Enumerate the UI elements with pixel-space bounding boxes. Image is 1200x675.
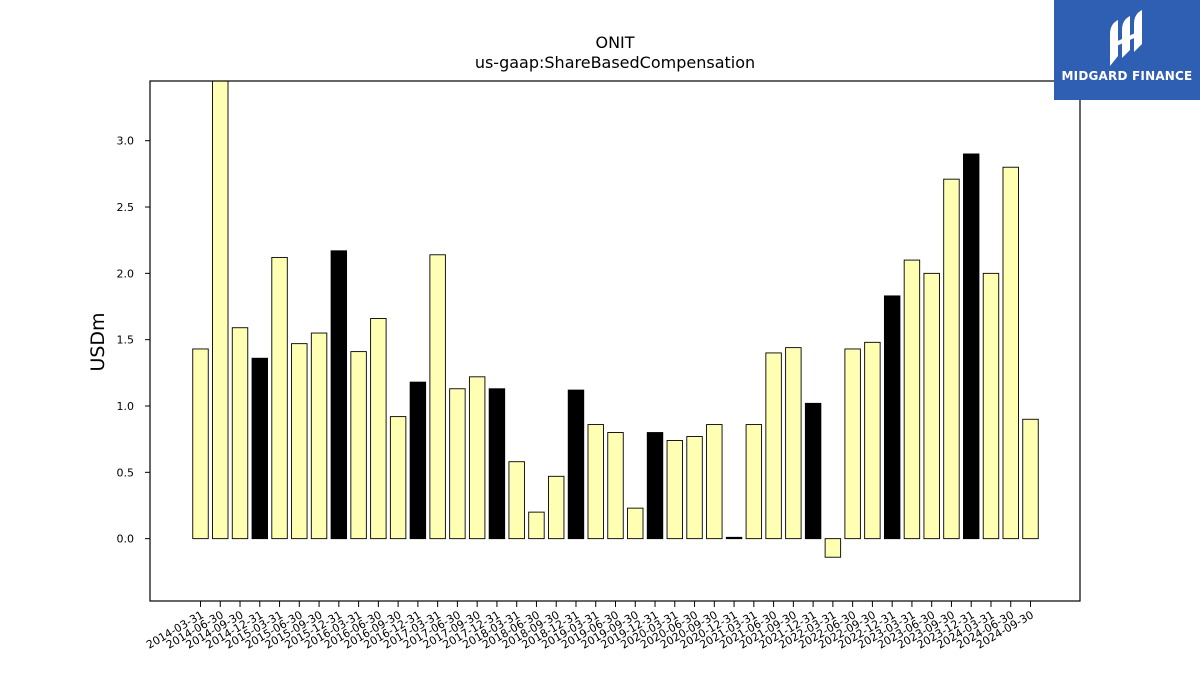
y-tick-label: 0.5: [117, 466, 135, 479]
bar-2022-03-31: [824, 538, 842, 558]
y-tick-label: 1.0: [117, 400, 135, 413]
bar-2019-06-30: [607, 432, 624, 540]
bar-2014-03-31: [192, 348, 209, 540]
bar-2016-09-30: [389, 416, 407, 540]
bar-2022-09-30: [864, 341, 881, 540]
bar-2014-12-31: [251, 357, 268, 540]
brand-logo: MIDGARD FINANCE: [1054, 0, 1200, 100]
bar-2019-03-31: [587, 424, 604, 540]
bar-2016-12-31: [409, 381, 427, 540]
y-tick-label: 2.0: [117, 267, 135, 280]
bar-2021-12-31: [804, 402, 822, 540]
bar-2018-06-30: [528, 511, 545, 540]
bar-2024-06-30: [1002, 166, 1019, 540]
bar-2017-06-30: [449, 388, 466, 540]
bar-2017-12-31: [488, 388, 506, 540]
bars-group: [192, 80, 1039, 558]
bar-2023-12-31: [963, 153, 980, 540]
bar-2020-06-30: [686, 436, 703, 540]
y-axis: 0.0 0.5 1.0 1.5 2.0 2.5 3.0: [117, 135, 150, 546]
bar-2014-06-30: [212, 80, 229, 540]
bar-2024-09-30: [1022, 418, 1039, 540]
bar-2023-09-30: [943, 178, 960, 540]
bar-2019-09-30: [627, 507, 644, 540]
bar-2024-03-31: [982, 272, 1000, 540]
y-tick-label: 3.0: [117, 135, 135, 148]
logo-mark-icon: [1110, 10, 1142, 66]
bar-2021-09-30: [785, 347, 802, 540]
bar-2020-12-31: [725, 536, 743, 540]
bar-2020-03-31: [666, 440, 683, 540]
y-axis-label: USDm: [87, 312, 109, 371]
x-axis: 2014-03-312014-06-302014-09-302014-12-31…: [144, 601, 1036, 652]
bar-2014-09-30: [231, 327, 249, 540]
bar-2021-06-30: [765, 352, 782, 540]
bar-2015-03-31: [271, 256, 288, 540]
bar-2018-09-30: [548, 475, 565, 540]
bar-2017-03-31: [429, 254, 446, 540]
bar-2022-12-31: [883, 295, 901, 540]
bar-2020-09-30: [706, 424, 723, 540]
bar-2018-12-31: [567, 389, 585, 540]
bar-2017-09-30: [468, 376, 486, 540]
chart-subtitle: us-gaap:ShareBasedCompensation: [475, 53, 755, 72]
plot-frame: [149, 80, 1081, 602]
y-tick-label: 1.5: [117, 334, 135, 347]
bar-2019-12-31: [646, 432, 664, 540]
bar-2015-12-31: [330, 250, 348, 540]
bar-2015-09-30: [310, 332, 328, 540]
y-tick-label: 0.0: [117, 533, 135, 546]
bar-2023-06-30: [923, 272, 940, 540]
bar-2016-06-30: [370, 318, 387, 540]
bar-2015-06-30: [291, 343, 308, 540]
bar-2021-03-31: [745, 424, 763, 540]
bar-2018-03-31: [508, 461, 525, 540]
y-tick-label: 2.5: [117, 201, 135, 214]
bar-2022-06-30: [844, 348, 861, 540]
bar-2023-03-31: [903, 259, 921, 540]
logo-text: MIDGARD FINANCE: [1061, 69, 1193, 83]
bar-2016-03-31: [350, 351, 367, 540]
chart-title: ONIT: [595, 33, 634, 52]
